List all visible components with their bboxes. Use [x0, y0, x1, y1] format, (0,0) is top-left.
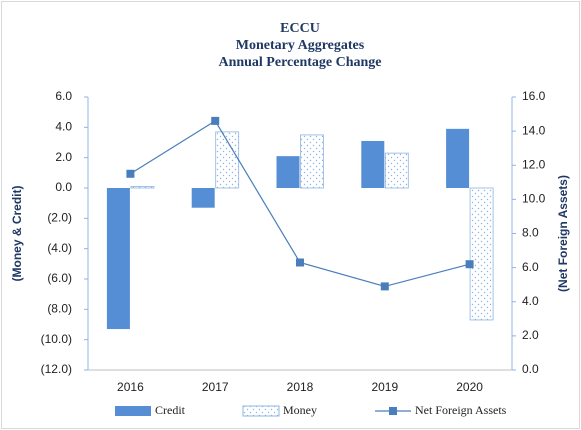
x-tick-label: 2016 — [117, 380, 144, 394]
chart-title: ECCU — [280, 21, 320, 36]
bar — [276, 156, 300, 188]
bar — [446, 128, 470, 188]
line-marker — [126, 169, 135, 178]
y2-tick-label: 14.0 — [522, 123, 546, 137]
bar — [191, 188, 215, 208]
y-tick-label: (6.0) — [47, 271, 72, 285]
chart-title: Monetary Aggregates — [236, 38, 365, 53]
x-tick-label: 2020 — [456, 380, 483, 394]
y2-tick-label: 4.0 — [522, 294, 539, 308]
line-marker — [211, 116, 220, 125]
x-tick-label: 2018 — [287, 380, 314, 394]
y2-tick-label: 10.0 — [522, 192, 546, 206]
y-tick-label: (10.0) — [41, 332, 72, 346]
x-tick-label: 2017 — [202, 380, 229, 394]
line-marker — [465, 260, 474, 269]
y2-tick-label: 2.0 — [522, 328, 539, 342]
legend-swatch — [115, 406, 151, 416]
legend-label: Net Foreign Assets — [415, 403, 507, 417]
y-tick-label: (4.0) — [47, 241, 72, 255]
legend-label: Money — [283, 403, 317, 417]
bar — [130, 186, 155, 189]
y-tick-label: (8.0) — [47, 302, 72, 316]
y2-tick-label: 6.0 — [522, 260, 539, 274]
line-marker — [296, 258, 304, 267]
y-tick-label: (2.0) — [47, 211, 72, 225]
y-tick-label: 6.0 — [55, 89, 72, 103]
x-tick-label: 2019 — [371, 380, 398, 394]
y-tick-label: (12.0) — [41, 362, 72, 376]
bar — [106, 188, 130, 330]
y-tick-label: 0.0 — [55, 180, 72, 194]
bar — [361, 140, 385, 188]
legend-label: Credit — [155, 403, 186, 417]
chart-title: Annual Percentage Change — [218, 55, 381, 70]
legend-swatch — [242, 405, 280, 417]
y-tick-label: 2.0 — [55, 150, 72, 164]
legend-swatch — [389, 407, 397, 415]
y-tick-label: 4.0 — [55, 120, 72, 134]
y2-tick-label: 8.0 — [522, 226, 539, 240]
y2-tick-label: 0.0 — [522, 362, 539, 376]
y2-tick-label: 16.0 — [522, 89, 546, 103]
line-marker — [380, 282, 389, 291]
y2-axis-label: (Net Foreign Assets) — [556, 175, 570, 292]
bar — [300, 134, 324, 189]
bar — [469, 187, 494, 321]
y2-tick-label: 12.0 — [522, 157, 546, 171]
bar — [384, 152, 409, 189]
y-axis-label: (Money & Credit) — [10, 185, 24, 281]
